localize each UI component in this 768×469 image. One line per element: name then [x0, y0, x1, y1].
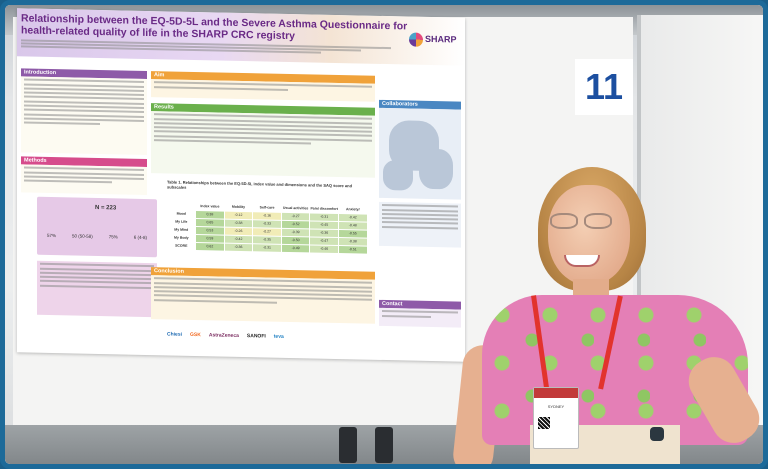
- stat-4: 6 (4-8): [133, 234, 147, 241]
- badge-name: SYDNEY: [547, 404, 565, 409]
- glasses-icon: [546, 213, 616, 229]
- smartwatch-icon: [650, 427, 664, 441]
- qr-code-icon: [538, 417, 550, 429]
- sponsor-logo: teva: [273, 333, 284, 340]
- sponsor-logo: AstraZeneca: [208, 332, 239, 339]
- sharp-logo-icon: [409, 32, 423, 47]
- presenter: SYDNEY: [451, 155, 763, 464]
- sample-size: N = 223: [95, 204, 117, 212]
- stat-female: 57%: [46, 232, 56, 239]
- sponsor-logos: Chiesi GSK AstraZeneca SANOFI teva: [167, 327, 465, 347]
- introduction-body: [21, 76, 147, 156]
- europe-map: [379, 107, 461, 200]
- conference-badge: SYDNEY: [533, 387, 579, 449]
- presenter-face: [548, 185, 630, 285]
- sponsor-logo: SANOFI: [246, 333, 266, 340]
- contact-body: [379, 307, 461, 328]
- sharp-logo: SHARP: [409, 31, 461, 60]
- research-poster: Relationship between the EQ-5D-5L and th…: [17, 8, 465, 362]
- table-caption: Table 1. Relationships between the EQ-5D…: [167, 179, 353, 190]
- sponsor-logo: GSK: [190, 331, 201, 339]
- eq-saq-box: [37, 260, 157, 318]
- methods-body: [21, 164, 147, 196]
- stat-3: 75%: [108, 234, 118, 240]
- stat-age: 50 (50-58): [71, 233, 93, 239]
- results-table: Index value Mobility Self-care Usual act…: [167, 201, 367, 257]
- background-person-legs: [335, 423, 405, 463]
- conclusion-body: [151, 275, 375, 324]
- collaborators-list: [379, 201, 461, 248]
- results-body: [151, 111, 375, 178]
- board-number: 11: [575, 59, 633, 115]
- sponsor-logo: Chiesi: [167, 331, 183, 338]
- aim-body: [151, 79, 375, 102]
